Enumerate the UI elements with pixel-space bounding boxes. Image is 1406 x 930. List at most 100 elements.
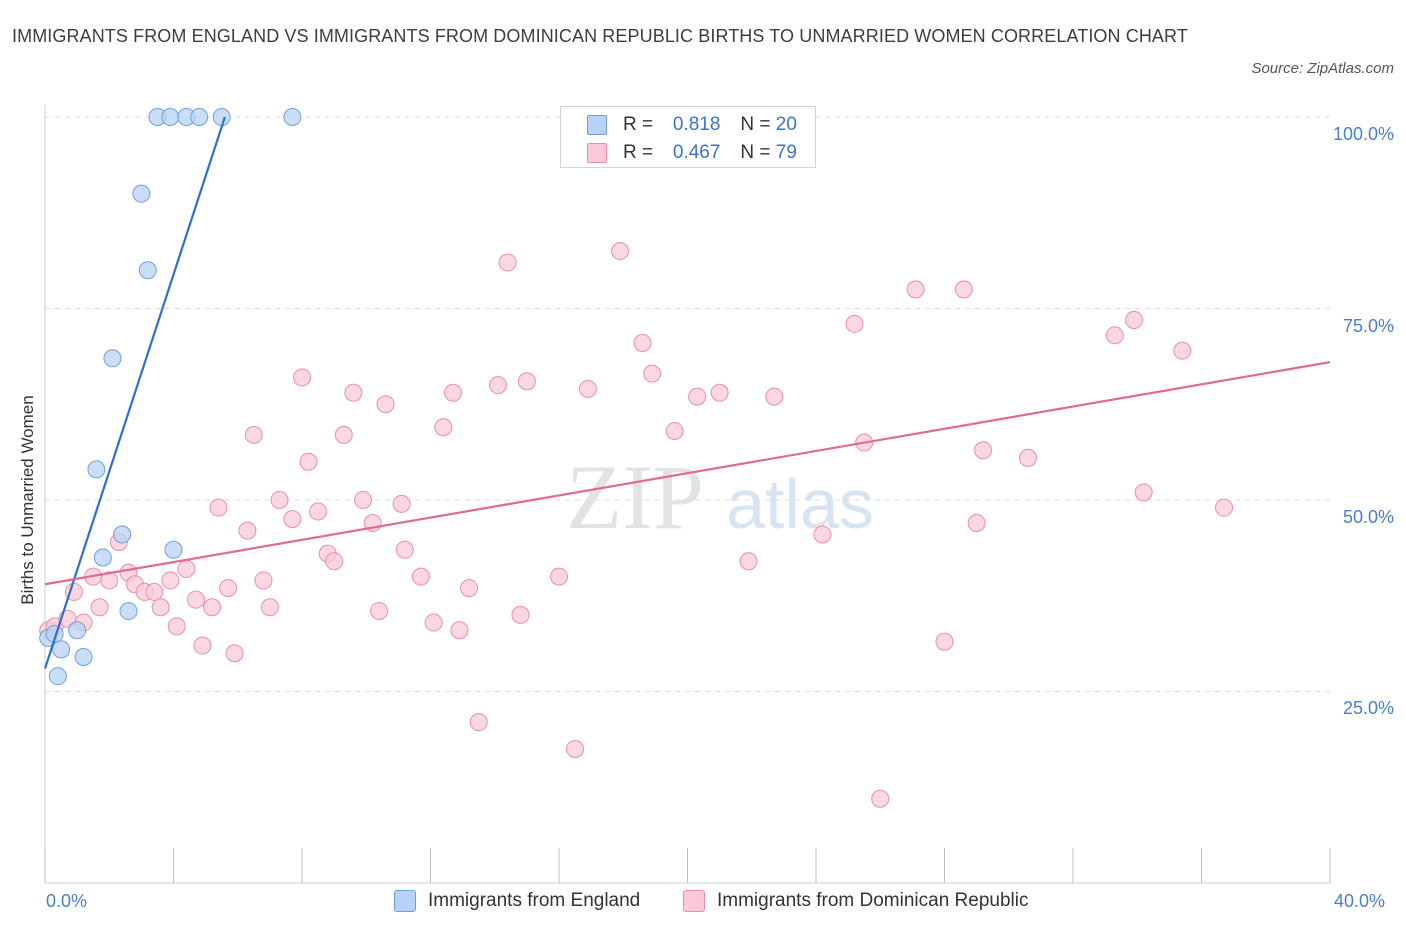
- england-trend-line: [43, 116, 226, 669]
- r-value: 0.818: [672, 114, 721, 135]
- y-tick-label: 50.0%: [1342, 507, 1394, 527]
- dominican-point: [186, 590, 205, 609]
- r-label: R =: [623, 114, 654, 135]
- dominican-point: [906, 280, 925, 299]
- england-point: [212, 108, 231, 126]
- dominican-point: [611, 242, 630, 261]
- n-label: N =: [740, 142, 771, 163]
- stats-legend: R = 0.818 N = 20 R = 0.467 N = 79: [560, 106, 816, 168]
- y-tick-label: 25.0%: [1342, 698, 1394, 718]
- dominican-point: [665, 422, 684, 441]
- source-label: Source: ZipAtlas.com: [1251, 60, 1394, 77]
- chart-title: IMMIGRANTS FROM ENGLAND VS IMMIGRANTS FR…: [12, 26, 1188, 46]
- dominican-point: [643, 364, 662, 383]
- dominican-point: [424, 613, 443, 632]
- england-legend-swatch: [394, 890, 416, 912]
- dominican-point: [1125, 310, 1144, 329]
- england-point: [132, 184, 151, 203]
- legend-row-dominican: R = 0.467 N = 79: [587, 141, 797, 165]
- dominican-point: [1105, 326, 1124, 345]
- dominican-point: [954, 280, 973, 299]
- dominican-point: [354, 491, 373, 509]
- legend-item-dominican: Immigrants from Dominican Republic: [683, 890, 1029, 912]
- dominican-point: [283, 510, 302, 529]
- dominican-point: [161, 571, 180, 590]
- england-point: [68, 621, 87, 640]
- dominican-point: [517, 372, 536, 391]
- dominican-point: [370, 602, 389, 621]
- dominican-point: [309, 502, 328, 521]
- dominican-point: [90, 598, 109, 617]
- legend-label-dominican: Immigrants from Dominican Republic: [717, 890, 1029, 911]
- dominican-point: [254, 571, 273, 590]
- watermark: ZIP atlas: [566, 446, 874, 548]
- axis-layer: [44, 105, 1331, 884]
- england-point: [52, 640, 71, 659]
- dominican-point: [395, 540, 414, 559]
- dominican-point: [1173, 341, 1192, 360]
- dominican-point: [325, 552, 344, 571]
- x-tick-label: 0.0%: [46, 891, 88, 911]
- n-value: 20: [775, 114, 797, 135]
- dominican-point: [511, 605, 530, 624]
- legend-item-england: Immigrants from England: [394, 890, 640, 912]
- dominican-point: [434, 418, 453, 437]
- dominican-point: [100, 571, 119, 590]
- england-point: [103, 349, 122, 368]
- dominican-point: [1019, 448, 1038, 467]
- dominican-point: [871, 789, 890, 808]
- dominican-point: [765, 387, 784, 406]
- dominican-point: [566, 739, 585, 758]
- dominican-point: [550, 567, 568, 586]
- dominican-point: [1214, 498, 1233, 517]
- dominican-point: [376, 395, 395, 414]
- dominican-point: [974, 441, 993, 460]
- dominican-point: [460, 579, 479, 598]
- dominican-point: [299, 452, 318, 471]
- dominican-point: [177, 559, 196, 578]
- england-point: [164, 540, 183, 559]
- y-tick-label: 75.0%: [1342, 316, 1394, 336]
- y-tick-label: 100.0%: [1332, 124, 1394, 144]
- dominican-point: [238, 521, 257, 540]
- england-point: [45, 625, 64, 644]
- legend-label-england: Immigrants from England: [428, 890, 641, 911]
- dominican-point: [209, 498, 228, 517]
- dominican-point: [578, 379, 597, 398]
- dominican-point: [633, 333, 652, 352]
- england-point: [48, 667, 67, 686]
- trend-lines: [43, 116, 1331, 669]
- dominican-point: [392, 494, 411, 513]
- dominican-point: [1134, 483, 1153, 502]
- dominican-point: [845, 314, 864, 333]
- dominican-point: [488, 376, 507, 395]
- england-swatch: [587, 115, 607, 135]
- england-point: [138, 261, 157, 280]
- dominican-legend-swatch: [683, 890, 705, 912]
- watermark-zip: ZIP: [566, 446, 704, 548]
- n-label: N =: [740, 114, 771, 135]
- dominican-swatch: [587, 143, 607, 163]
- y-axis-label: Births to Unmarried Women: [18, 395, 37, 605]
- dominican-point: [498, 253, 517, 272]
- england-point: [74, 648, 93, 667]
- dominican-point: [193, 636, 212, 655]
- dominican-point: [225, 644, 244, 663]
- england-point: [113, 525, 132, 544]
- dominican-point: [450, 621, 469, 640]
- dominican-point: [244, 425, 263, 444]
- legend-row-england: R = 0.818 N = 20: [587, 113, 797, 137]
- dominican-point: [270, 491, 289, 509]
- x-tick-label: 40.0%: [1334, 891, 1386, 911]
- england-point: [283, 108, 302, 126]
- dominican-point: [443, 383, 462, 402]
- dominican-point: [344, 383, 363, 402]
- n-value: 79: [775, 142, 797, 163]
- dominican-point: [293, 368, 311, 387]
- england-point: [119, 602, 138, 621]
- dominican-point: [260, 598, 279, 617]
- r-value: 0.467: [672, 142, 721, 163]
- dominican-point: [710, 383, 729, 402]
- dominican-point: [739, 552, 758, 571]
